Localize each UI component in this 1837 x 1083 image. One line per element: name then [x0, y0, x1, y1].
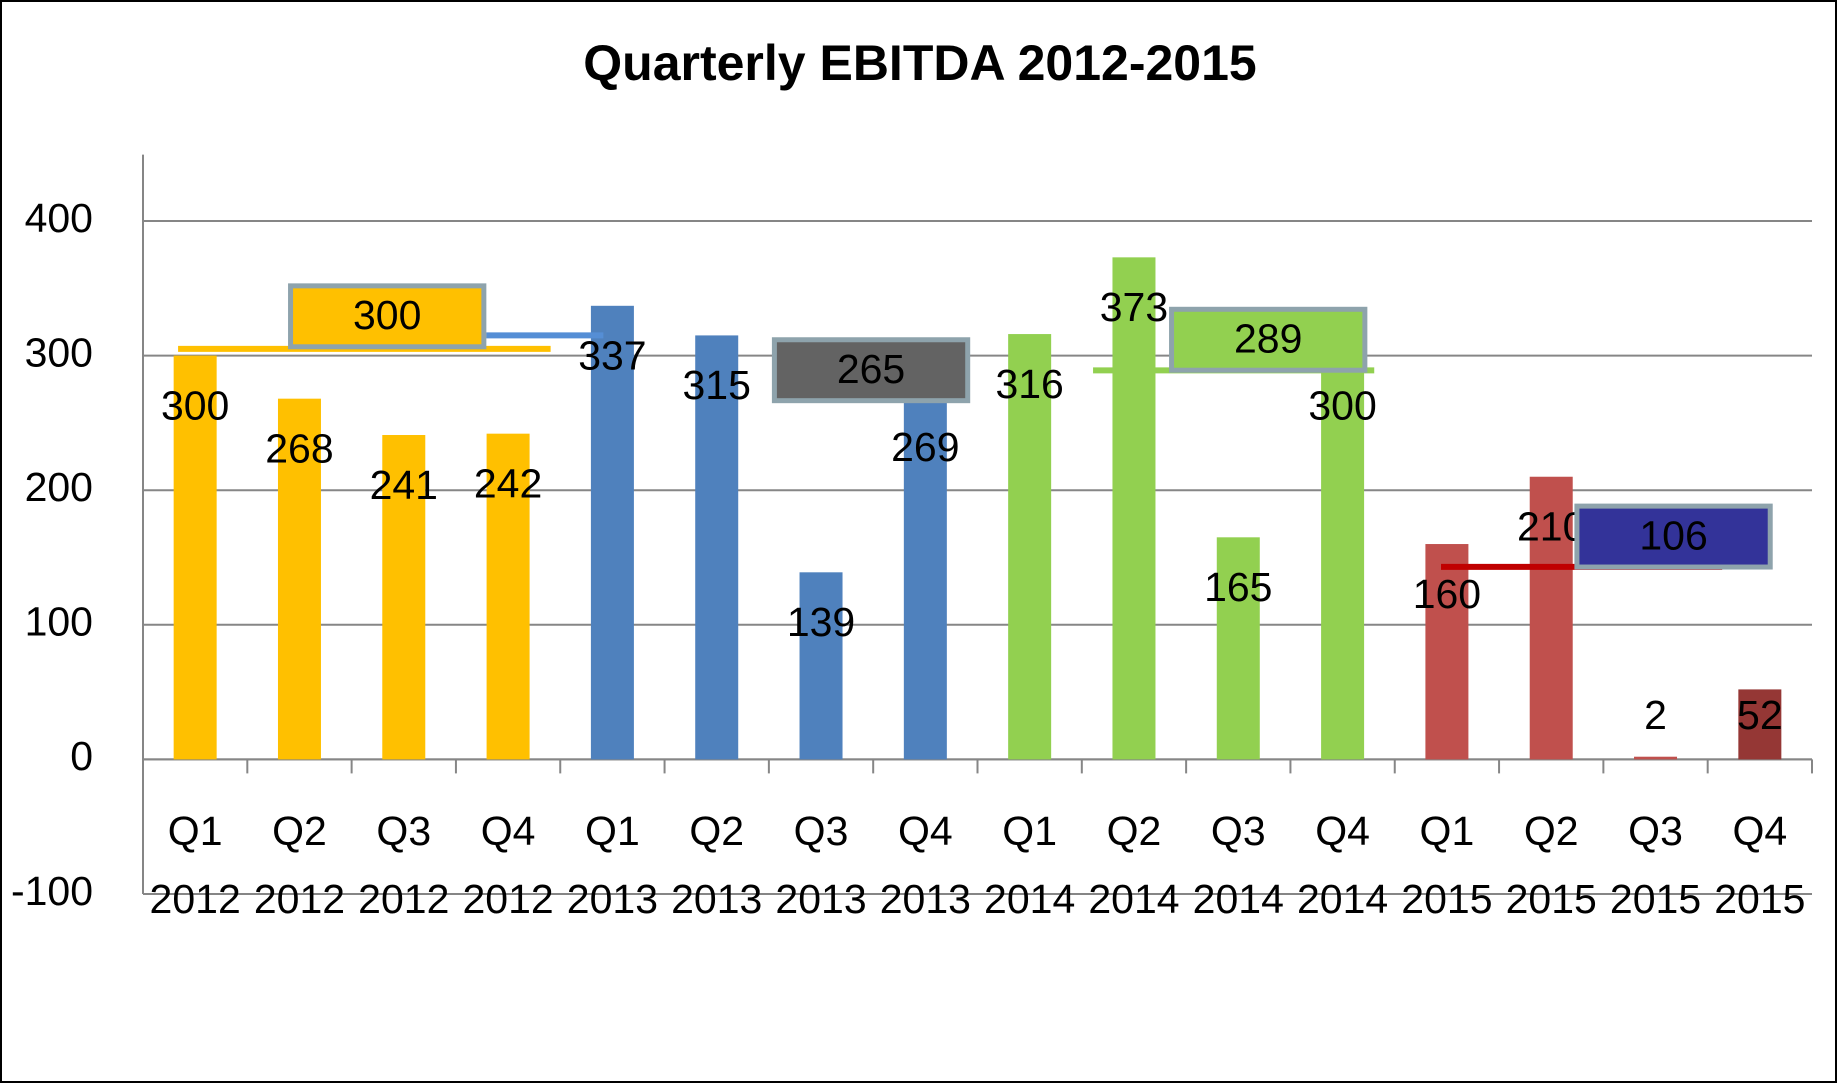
x-tick-year: 2013 — [775, 876, 866, 922]
x-tick-quarter: Q1 — [168, 808, 223, 854]
bar — [1216, 537, 1260, 760]
data-label: 241 — [370, 462, 438, 508]
bar — [1112, 257, 1156, 760]
bar — [173, 355, 217, 760]
x-tick-year: 2014 — [1088, 876, 1179, 922]
data-label: 300 — [161, 382, 229, 428]
x-tick-label: Q3 2012 — [358, 808, 449, 922]
bar — [1634, 756, 1678, 760]
x-tick-year: 2013 — [567, 876, 658, 922]
data-label: 337 — [578, 333, 646, 379]
x-tick-quarter: Q4 — [481, 808, 536, 854]
annotation-text: 106 — [1639, 512, 1707, 558]
x-tick-quarter: Q4 — [1732, 808, 1787, 854]
data-label: 315 — [683, 362, 751, 408]
x-tick-year: 2014 — [1297, 876, 1388, 922]
data-label: 300 — [1308, 382, 1376, 428]
annotation-text: 265 — [837, 346, 905, 392]
x-tick-quarter: Q3 — [376, 808, 431, 854]
x-tick-year: 2013 — [880, 876, 971, 922]
chart-title: Quarterly EBITDA 2012-2015 — [583, 35, 1256, 91]
x-tick-year: 2012 — [150, 876, 241, 922]
x-tick-quarter: Q4 — [1315, 808, 1370, 854]
data-label: 52 — [1737, 692, 1783, 738]
x-tick-label: Q2 2013 — [671, 808, 762, 922]
x-tick-year: 2015 — [1401, 876, 1492, 922]
data-label: 165 — [1204, 564, 1272, 610]
data-label: 316 — [995, 361, 1063, 407]
y-tick-label: 400 — [25, 195, 93, 241]
bar — [1425, 544, 1469, 760]
bar — [382, 435, 426, 760]
bar — [1321, 355, 1365, 760]
x-tick-label: Q3 2015 — [1610, 808, 1701, 922]
x-tick-label: Q2 2012 — [254, 808, 345, 922]
data-label: 2 — [1644, 692, 1667, 738]
data-label: 242 — [474, 460, 542, 506]
x-tick-quarter: Q3 — [1211, 808, 1266, 854]
x-tick-quarter: Q2 — [1107, 808, 1162, 854]
x-tick-year: 2015 — [1714, 876, 1805, 922]
bar — [1738, 689, 1782, 760]
bar — [903, 397, 947, 760]
bar — [1008, 334, 1052, 760]
x-tick-year: 2015 — [1506, 876, 1597, 922]
annotation-box — [1169, 306, 1368, 373]
x-tick-year: 2012 — [462, 876, 553, 922]
data-label: 269 — [891, 424, 959, 470]
data-label: 373 — [1100, 284, 1168, 330]
x-tick-label: Q1 2012 — [150, 808, 241, 922]
data-label: 268 — [265, 426, 333, 472]
x-tick-year: 2014 — [984, 876, 1075, 922]
annotation-text: 289 — [1234, 316, 1302, 362]
x-tick-quarter: Q2 — [1524, 808, 1579, 854]
bar — [277, 398, 321, 760]
x-tick-quarter: Q3 — [1628, 808, 1683, 854]
x-tick-quarter: Q2 — [689, 808, 744, 854]
x-tick-quarter: Q2 — [272, 808, 327, 854]
data-label: 210 — [1517, 504, 1585, 550]
x-tick-label: Q1 2014 — [984, 808, 1075, 922]
x-tick-label: Q4 2012 — [462, 808, 553, 922]
x-tick-quarter: Q1 — [1002, 808, 1057, 854]
annotation-text: 300 — [353, 292, 421, 338]
y-tick-label: -100 — [11, 868, 93, 914]
data-label: 139 — [787, 599, 855, 645]
x-tick-label: Q2 2015 — [1506, 808, 1597, 922]
x-tick-quarter: Q4 — [898, 808, 953, 854]
x-tick-quarter: Q1 — [1420, 808, 1475, 854]
y-tick-label: 200 — [25, 464, 93, 510]
y-tick-label: 100 — [25, 599, 93, 645]
x-tick-label: Q1 2013 — [567, 808, 658, 922]
x-tick-label: Q3 2014 — [1193, 808, 1284, 922]
x-tick-year: 2015 — [1610, 876, 1701, 922]
x-tick-quarter: Q1 — [585, 808, 640, 854]
x-tick-label: Q2 2014 — [1088, 808, 1179, 922]
x-tick-year: 2013 — [671, 876, 762, 922]
annotation-box — [771, 337, 971, 404]
x-tick-year: 2014 — [1193, 876, 1284, 922]
x-tick-label: Q1 2015 — [1401, 808, 1492, 922]
bar — [1529, 476, 1573, 760]
x-tick-year: 2012 — [254, 876, 345, 922]
bar — [799, 572, 843, 760]
bar — [695, 335, 739, 760]
x-tick-quarter: Q3 — [794, 808, 849, 854]
bar — [590, 305, 634, 760]
x-tick-year: 2012 — [358, 876, 449, 922]
x-tick-label: Q4 2013 — [880, 808, 971, 922]
annotation-box — [1574, 503, 1773, 570]
x-tick-label: Q4 2015 — [1714, 808, 1805, 922]
bar — [486, 433, 530, 760]
y-tick-label: 0 — [70, 733, 93, 779]
x-tick-label: Q3 2013 — [775, 808, 866, 922]
data-label: 160 — [1413, 571, 1481, 617]
y-tick-label: 300 — [25, 329, 93, 375]
x-tick-label: Q4 2014 — [1297, 808, 1388, 922]
annotation-box — [288, 283, 487, 350]
